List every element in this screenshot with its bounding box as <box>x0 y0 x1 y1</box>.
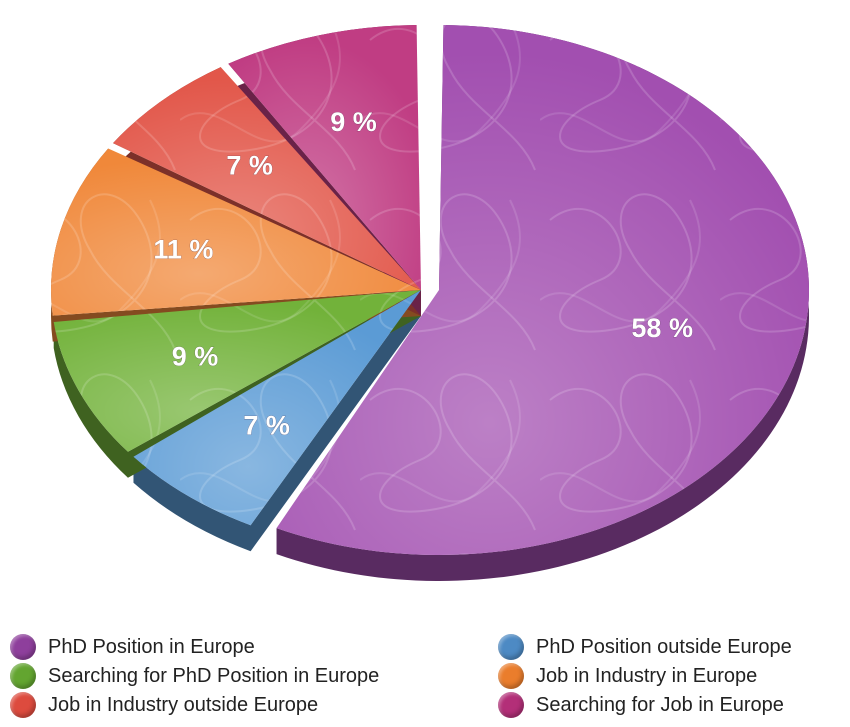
legend-label: Job in Industry in Europe <box>536 664 758 687</box>
legend-item-industry-europe: Job in Industry in Europe <box>498 663 840 689</box>
legend-item-searching-phd-europe: Searching for PhD Position in Europe <box>10 663 498 689</box>
legend: PhD Position in Europe PhD Position outs… <box>10 634 840 718</box>
legend-swatch <box>10 634 36 660</box>
pie-slice-label: 58 % <box>631 313 693 343</box>
pie-slice-side <box>133 290 421 552</box>
legend-label: Job in Industry outside Europe <box>48 693 319 716</box>
legend-item-phd-europe: PhD Position in Europe <box>10 634 498 660</box>
pie-slice-highlight <box>276 25 809 555</box>
pie-slice-highlight <box>133 290 421 526</box>
legend-swatch <box>10 692 36 718</box>
pie-slice-highlight <box>228 25 421 291</box>
legend-swatch <box>498 692 524 718</box>
pie-slice-highlight <box>113 67 421 290</box>
pie-slice-side <box>113 67 421 316</box>
pie-slice-label: 9 % <box>172 341 219 371</box>
legend-label: PhD Position in Europe <box>48 635 255 658</box>
pie-slice-label: 7 % <box>226 150 273 180</box>
pie-slice-highlight <box>51 148 421 316</box>
pie-chart: 58 % 7 % 9 % 11 % 7 % 9 % <box>51 25 809 581</box>
pie-slice-label: 9 % <box>330 107 377 137</box>
legend-swatch <box>498 663 524 689</box>
legend-swatch <box>10 663 36 689</box>
legend-swatch <box>498 634 524 660</box>
pie-chart-svg: 58 % 7 % 9 % 11 % 7 % 9 % <box>51 25 809 581</box>
legend-label: Searching for PhD Position in Europe <box>48 664 380 687</box>
pie-slice-label: 7 % <box>243 411 290 441</box>
pie-slice-label: 11 % <box>153 235 213 265</box>
legend-item-searching-job-europe: Searching for Job in Europe <box>498 692 840 718</box>
legend-item-industry-outside-europe: Job in Industry outside Europe <box>10 692 498 718</box>
pie-slice-highlight <box>53 290 422 452</box>
legend-item-phd-outside-europe: PhD Position outside Europe <box>498 634 840 660</box>
legend-label: Searching for Job in Europe <box>536 693 784 716</box>
legend-label: PhD Position outside Europe <box>536 635 792 658</box>
